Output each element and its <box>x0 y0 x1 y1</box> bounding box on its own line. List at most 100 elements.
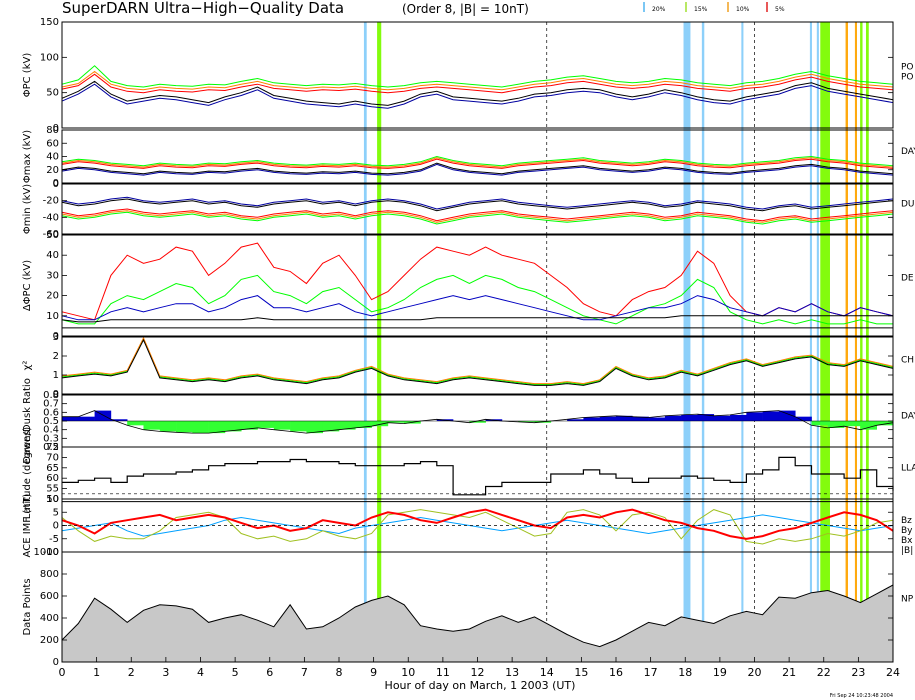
x-tick-label: 3 <box>162 666 169 679</box>
y-tick-label: 70 <box>46 452 59 463</box>
y-tick-label: 0 <box>53 331 59 342</box>
right-label: DU <box>901 200 915 210</box>
x-tick-label: 10 <box>401 666 415 679</box>
series-line <box>61 337 894 386</box>
ratio-fill <box>159 421 177 432</box>
series-line <box>61 242 894 321</box>
y-tick-label: 65 <box>46 463 59 474</box>
x-tick-label: 2 <box>128 666 135 679</box>
x-tick-label: 6 <box>266 666 273 679</box>
y-axis-label: Φmin (kV) <box>22 184 33 234</box>
ratio-fill <box>94 410 112 421</box>
y-tick-label: 75 <box>46 442 59 453</box>
datapoints-area <box>62 585 893 662</box>
ratio-fill <box>224 421 242 432</box>
right-label: DAY <box>901 147 915 157</box>
x-tick-label: 9 <box>370 666 377 679</box>
right-label: Bx <box>901 536 913 546</box>
x-tick-label: 7 <box>301 666 308 679</box>
ratio-fill <box>78 416 95 421</box>
y-tick-label: 50 <box>46 494 59 505</box>
series-line <box>61 158 894 169</box>
y-tick-label: 800 <box>40 569 59 580</box>
x-tick-label: 11 <box>436 666 450 679</box>
series-line <box>61 157 894 168</box>
right-label: DAY <box>901 411 915 421</box>
ratio-fill <box>599 416 617 421</box>
ratio-fill <box>697 414 715 421</box>
series-line <box>61 155 894 167</box>
x-tick-label: 14 <box>540 666 554 679</box>
y-axis-label: Dawn/Dusk Ratio <box>22 378 33 464</box>
right-label: NP <box>901 595 914 605</box>
y-tick-label: 10 <box>46 494 59 505</box>
threshold-label: 10% <box>736 6 750 13</box>
quality-band <box>865 22 869 662</box>
right-label: PO <box>901 63 914 73</box>
ratio-fill <box>127 421 144 426</box>
ratio-fill <box>827 421 845 428</box>
series-line <box>61 514 894 537</box>
panel-phimax: 0 20 40 60 80 Φmax (kV) DAY <box>22 125 915 189</box>
x-tick-label: 22 <box>817 666 831 679</box>
y-tick-label: 80 <box>46 125 59 136</box>
series-line <box>61 80 894 106</box>
ratio-fill <box>143 421 161 430</box>
x-tick-label: 24 <box>886 666 900 679</box>
y-tick-label: 0.3 <box>43 433 59 444</box>
y-tick-label: -5 <box>49 534 59 545</box>
ratio-fill <box>192 421 209 434</box>
ratio-fill <box>713 415 731 421</box>
quality-band <box>741 22 744 662</box>
right-label: PO <box>901 73 914 83</box>
quality-band <box>683 22 691 662</box>
series-line <box>61 198 894 212</box>
y-tick-label: 40 <box>46 152 59 163</box>
ratio-fill <box>583 417 601 421</box>
quality-band <box>820 22 830 662</box>
x-tick-label: 20 <box>748 666 762 679</box>
y-tick-label: 0 <box>53 657 59 668</box>
threshold-legend: 20% 15% 10% 5% <box>643 2 785 13</box>
ratio-fill <box>241 421 258 430</box>
panel-frame <box>61 21 894 129</box>
y-tick-label: 0 <box>53 521 59 532</box>
y-tick-label: -10 <box>43 547 59 558</box>
ratio-fill <box>290 421 307 432</box>
ratio-fill <box>795 416 812 421</box>
quality-band <box>363 22 367 662</box>
ratio-fill <box>339 421 356 430</box>
ratio-fill <box>208 421 226 434</box>
y-tick-label: 55 <box>46 484 59 495</box>
y-tick-label: 600 <box>40 591 59 602</box>
panel-ratio: 0.20.30.40.50.60.70.8 Dawn/Dusk Ratio DAY <box>22 378 915 464</box>
y-tick-label: 0 <box>53 179 59 190</box>
threshold-label: 5% <box>775 6 785 13</box>
y-tick-label: 1000 <box>34 547 59 558</box>
ratio-fill <box>257 421 275 428</box>
y-tick-label: 50 <box>46 230 59 241</box>
chart-title: SuperDARN Ultra−High−Quality Data <box>62 0 344 17</box>
x-tick-label: 0 <box>59 666 66 679</box>
ratio-fill <box>469 421 486 423</box>
ratio-fill <box>811 421 829 426</box>
right-label: CH <box>901 356 914 366</box>
x-tick-label: 12 <box>471 666 485 679</box>
x-axis: 0 1 2 3 4 5 6 7 8 9 10 11 12 13 14 15 16 17 18 19 20 21 22 23 24 <box>59 657 900 679</box>
panel-frame <box>61 129 894 184</box>
y-tick-label: 0.4 <box>43 425 59 436</box>
ratio-fill <box>322 421 340 432</box>
y-axis-label: ΦPC (kV) <box>22 53 33 98</box>
panel-chi: 0 1 2 3 χ² CH <box>22 332 914 400</box>
series-line <box>61 211 894 225</box>
panel-dphipc: 0 10 20 30 40 50 ΔΦPC (kV) DE <box>22 230 914 342</box>
y-tick-label: 0 <box>53 389 59 400</box>
y-tick-label: 0.6 <box>43 407 59 418</box>
x-tick-label: 19 <box>713 666 727 679</box>
right-label: Bz <box>901 516 912 526</box>
quality-band <box>809 22 812 662</box>
y-tick-label: 150 <box>40 17 59 28</box>
